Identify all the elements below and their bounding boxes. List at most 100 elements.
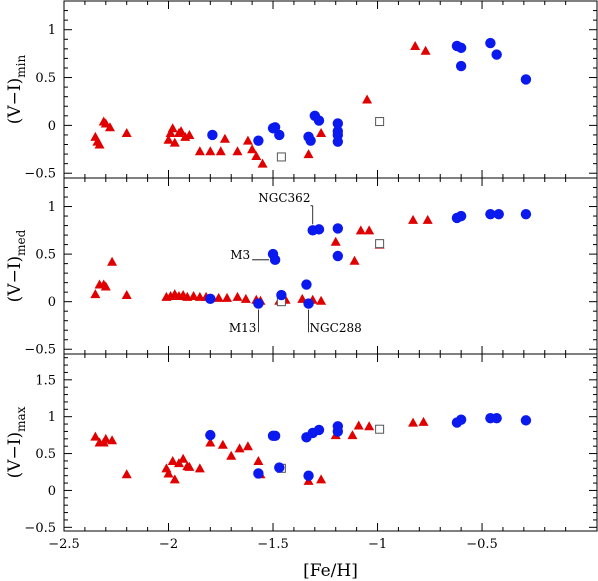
triangle-point — [194, 463, 205, 473]
circle-point — [455, 42, 467, 54]
y-axis-label: (V−I)med — [5, 229, 28, 302]
triangle-point — [188, 290, 199, 300]
circle-point — [301, 279, 312, 290]
circle-point — [205, 429, 216, 441]
triangle-point — [176, 126, 187, 136]
triangle-point — [226, 450, 237, 460]
circle-point — [332, 118, 344, 129]
triangle-point — [222, 292, 233, 302]
square-point — [375, 239, 385, 249]
triangle-point — [234, 443, 245, 453]
triangle-point — [121, 469, 132, 479]
triangle-point — [219, 133, 230, 143]
triangle-point — [167, 123, 178, 133]
triangle-point — [178, 453, 189, 463]
triangle-point — [257, 158, 268, 168]
triangle-point — [163, 134, 174, 144]
triangle-point — [194, 146, 205, 156]
triangle-point — [364, 421, 375, 431]
triangle-point — [184, 129, 195, 139]
circle-point — [455, 60, 467, 72]
triangle-point — [347, 430, 358, 440]
circle-point — [493, 208, 504, 220]
annotation-label: NGC288 — [310, 321, 362, 335]
y-tick-label: −0.5 — [24, 167, 56, 182]
y-tick-label: 0 — [48, 295, 56, 310]
x-tick-label: −2 — [159, 537, 178, 552]
circle-point — [305, 135, 316, 146]
triangle-point — [247, 144, 258, 154]
circle-point — [332, 223, 344, 234]
triangle-point — [349, 255, 360, 265]
square-point — [375, 117, 385, 127]
triangle-point — [100, 118, 111, 128]
circle-point — [253, 298, 264, 309]
triangle-point — [163, 468, 174, 478]
circle-point — [332, 426, 344, 437]
circle-point — [269, 430, 281, 442]
triangle-point — [422, 214, 433, 224]
square-point — [276, 152, 286, 162]
circle-point — [520, 415, 532, 426]
circle-point — [332, 136, 344, 147]
circle-point — [313, 424, 325, 436]
y-tick-label: 1 — [48, 410, 56, 425]
triangle-point — [121, 128, 132, 138]
triangle-point — [194, 291, 205, 301]
panel-med: −0.5 0 0.5 1 (V−I)med NGC362 M3 M13 NGC288 — [5, 177, 598, 358]
triangle-point — [169, 137, 180, 147]
panel-frame — [63, 353, 598, 532]
y-tick-label: −0.5 — [24, 343, 56, 358]
circle-point — [520, 74, 532, 85]
circle-point — [520, 208, 532, 220]
triangle-point — [242, 135, 253, 145]
y-tick-label: 0.5 — [35, 447, 56, 462]
circle-point — [274, 129, 285, 141]
panel-max: −0.5 0 0.5 1 1.5 (V−I)max — [5, 353, 598, 536]
circle-point — [332, 250, 344, 262]
circle-point — [313, 224, 325, 235]
y-axis-label: (V−I)min — [5, 55, 28, 125]
triangle-point — [169, 474, 180, 484]
triangle-point — [90, 431, 101, 441]
triangle-point — [316, 128, 327, 138]
annotation-label: M13 — [229, 321, 257, 335]
triangle-point — [217, 439, 228, 449]
y-tick-label: 1.5 — [35, 373, 56, 388]
x-tick-label: −1 — [368, 537, 387, 552]
y-tick-label: 0.5 — [35, 248, 56, 263]
triangle-point — [232, 291, 243, 301]
circle-point — [269, 122, 281, 133]
panel-frame — [63, 0, 598, 179]
triangle-point — [184, 461, 195, 471]
triangle-point — [410, 40, 421, 50]
circle-point — [276, 289, 287, 301]
triangle-point — [100, 433, 111, 443]
x-axis-label: [Fe/H] — [303, 561, 358, 581]
circle-point — [303, 298, 314, 309]
circle-point — [269, 254, 281, 266]
circle-point — [303, 470, 314, 481]
triangle-point — [213, 292, 224, 302]
circle-point — [253, 468, 264, 479]
y-tick-label: 0 — [48, 119, 56, 134]
triangle-point — [94, 139, 105, 149]
y-tick-label: −0.5 — [24, 521, 56, 536]
circle-point — [274, 462, 285, 473]
x-tick-label: −1.5 — [257, 537, 289, 552]
square-point — [375, 424, 385, 434]
circle-point — [491, 49, 502, 60]
triangle-point — [107, 435, 118, 445]
circle-point — [485, 37, 496, 49]
circle-point — [485, 208, 496, 220]
x-tick-label: −2.5 — [48, 537, 80, 552]
triangle-point — [107, 256, 118, 266]
triangle-point — [418, 416, 429, 426]
triangle-point — [362, 94, 373, 104]
triangle-point — [303, 149, 314, 159]
y-tick-label: 1 — [48, 200, 56, 215]
x-tick-label: −0.5 — [466, 537, 498, 552]
circle-point — [207, 129, 218, 141]
triangle-point — [232, 146, 243, 156]
circle-point — [455, 414, 467, 425]
